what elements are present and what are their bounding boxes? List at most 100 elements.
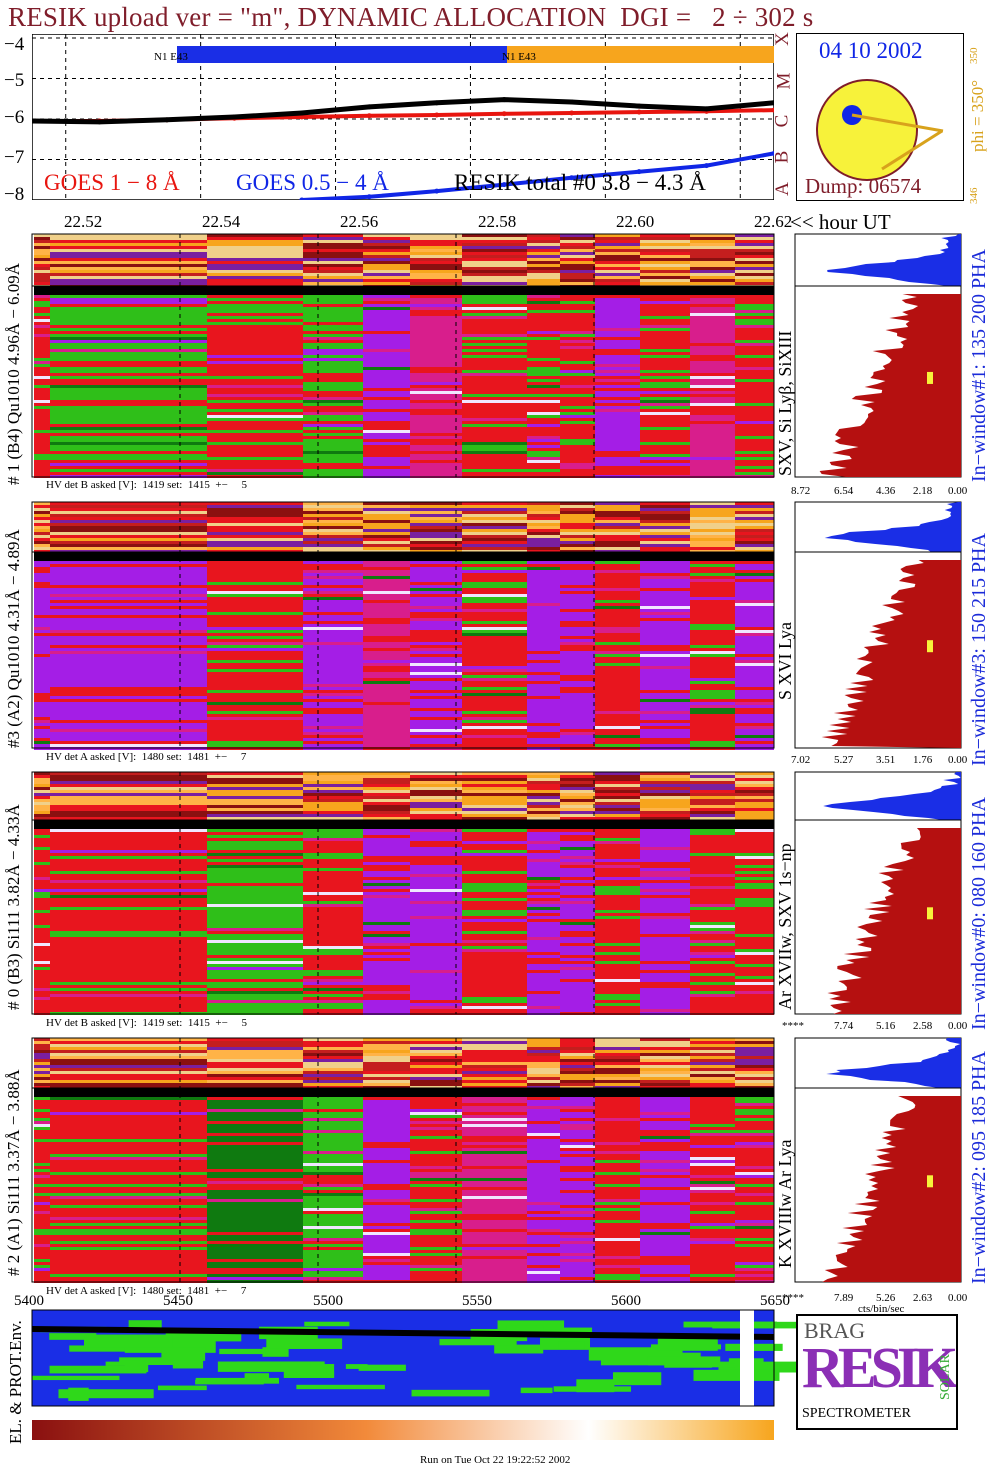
spectrogram-cell [303, 576, 363, 579]
spectrogram-cell [640, 1256, 690, 1259]
spectrogram-panel [31, 1037, 962, 1283]
spectrogram-cell [527, 1274, 560, 1277]
spectrum-band-cell [363, 282, 410, 285]
spectrogram-cell [640, 1151, 690, 1154]
spectrogram-cell [462, 591, 527, 594]
spectrum-band-cell [527, 270, 560, 273]
spectrogram-cell [595, 741, 640, 744]
spectrogram-cell [560, 1268, 595, 1271]
spectrogram-cell [735, 325, 774, 328]
spectrogram-cell [207, 373, 303, 376]
spectrogram-cell [462, 394, 527, 397]
spectrogram-cell [640, 982, 690, 985]
spectrogram-cell [595, 988, 640, 991]
spectrogram-cell [560, 1148, 595, 1151]
spectrogram-cell [462, 916, 527, 919]
spectrogram-cell [595, 892, 640, 895]
spectrogram-cell [690, 331, 735, 334]
spectrogram-cell [527, 385, 560, 388]
spectrum-band-cell [560, 502, 595, 505]
spectrogram-cell [410, 394, 462, 397]
spectrum-band-cell [640, 784, 690, 787]
spectrogram-cell [303, 448, 363, 451]
spectrogram-cell [462, 726, 527, 729]
spectrum-band-cell [34, 1083, 50, 1086]
spectrogram-cell [527, 1091, 560, 1094]
spectrogram-cell [735, 985, 774, 988]
spectrogram-cell [410, 708, 462, 711]
lightcurve-plot: N1 E43 N1 E43 [32, 34, 774, 200]
spectrogram-cell [410, 1166, 462, 1169]
spectrogram-cell [462, 594, 527, 597]
spectrogram-cell [410, 421, 462, 424]
spectrogram-cell [363, 328, 410, 331]
spectrogram-cell [50, 648, 207, 651]
spectrum-band-cell [595, 535, 640, 538]
spectrum-band-cell [34, 234, 50, 237]
spectrogram-cell [527, 1133, 560, 1136]
spectrogram-cell [527, 1205, 560, 1208]
spectrogram-cell [410, 657, 462, 660]
spectrum-band-cell [410, 805, 462, 808]
spectrogram-cell [527, 853, 560, 856]
spectrogram-cell [410, 579, 462, 582]
spectrum-band-cell [50, 817, 207, 820]
spectrogram-cell [640, 442, 690, 445]
spectrogram-cell [527, 934, 560, 937]
spectrum-band-cell [410, 526, 462, 529]
spectrogram-cell [363, 295, 410, 298]
spectrogram-cell [735, 1160, 774, 1163]
spectrogram-cell [50, 1214, 207, 1217]
spectrogram-cell [303, 552, 363, 555]
spectrogram-cell [462, 994, 527, 997]
spectrogram-cell [207, 934, 303, 937]
spectrum-band-cell [595, 1044, 640, 1047]
spectrum-band-cell [560, 529, 595, 532]
spectrogram-cell [640, 1217, 690, 1220]
spectrogram-cell [527, 573, 560, 576]
spectrogram-cell [34, 1208, 50, 1211]
spectrogram-cell [410, 346, 462, 349]
spectrogram-cell [640, 684, 690, 687]
spectrogram-cell [690, 343, 735, 346]
spectrogram-cell [462, 1190, 527, 1193]
spectrum-band-cell [303, 772, 363, 775]
spectrogram-cell [462, 460, 527, 463]
spectrogram-cell [595, 612, 640, 615]
spectrogram-cell [595, 1154, 640, 1157]
spectrogram-cell [690, 1127, 735, 1130]
spectrogram-cell [50, 349, 207, 352]
spectrogram-cell [527, 594, 560, 597]
spectrogram-cell [560, 952, 595, 955]
spectrum-band-cell [34, 243, 50, 246]
spectrum-band-cell [34, 1077, 50, 1080]
spectrogram-cell [363, 561, 410, 564]
environment-patch [69, 1345, 159, 1352]
spectrogram-cell [560, 1103, 595, 1106]
spectrum-band-cell [595, 279, 640, 282]
spectrum-band-cell [560, 1050, 595, 1053]
spectrogram-cell [560, 355, 595, 358]
spectrogram-cell [303, 1214, 363, 1217]
spectrogram-cell [462, 744, 527, 747]
spectrum-band-cell [207, 526, 303, 529]
spectrogram-cell [595, 561, 640, 564]
spectrogram-cell [50, 457, 207, 460]
spectrogram-cell [363, 391, 410, 394]
spectrogram-cell [640, 600, 690, 603]
spectrum-band-cell [207, 784, 303, 787]
spectrum-band-cell [34, 1062, 50, 1065]
spectrogram-cell [640, 1187, 690, 1190]
spectrogram-cell [690, 931, 735, 934]
bottom-tick: 5550 [462, 1293, 492, 1309]
spectrum-band-cell [595, 1041, 640, 1044]
spectrum-band-cell [410, 1056, 462, 1059]
spectrogram-cell [207, 696, 303, 699]
spectrogram-cell [527, 1136, 560, 1139]
spectrogram-cell [640, 1253, 690, 1256]
spectrogram-cell [303, 823, 363, 826]
spectrogram-cell [640, 976, 690, 979]
spectrogram-cell [735, 1121, 774, 1124]
spectrogram-cell [50, 310, 207, 313]
spectrogram-cell [735, 1217, 774, 1220]
